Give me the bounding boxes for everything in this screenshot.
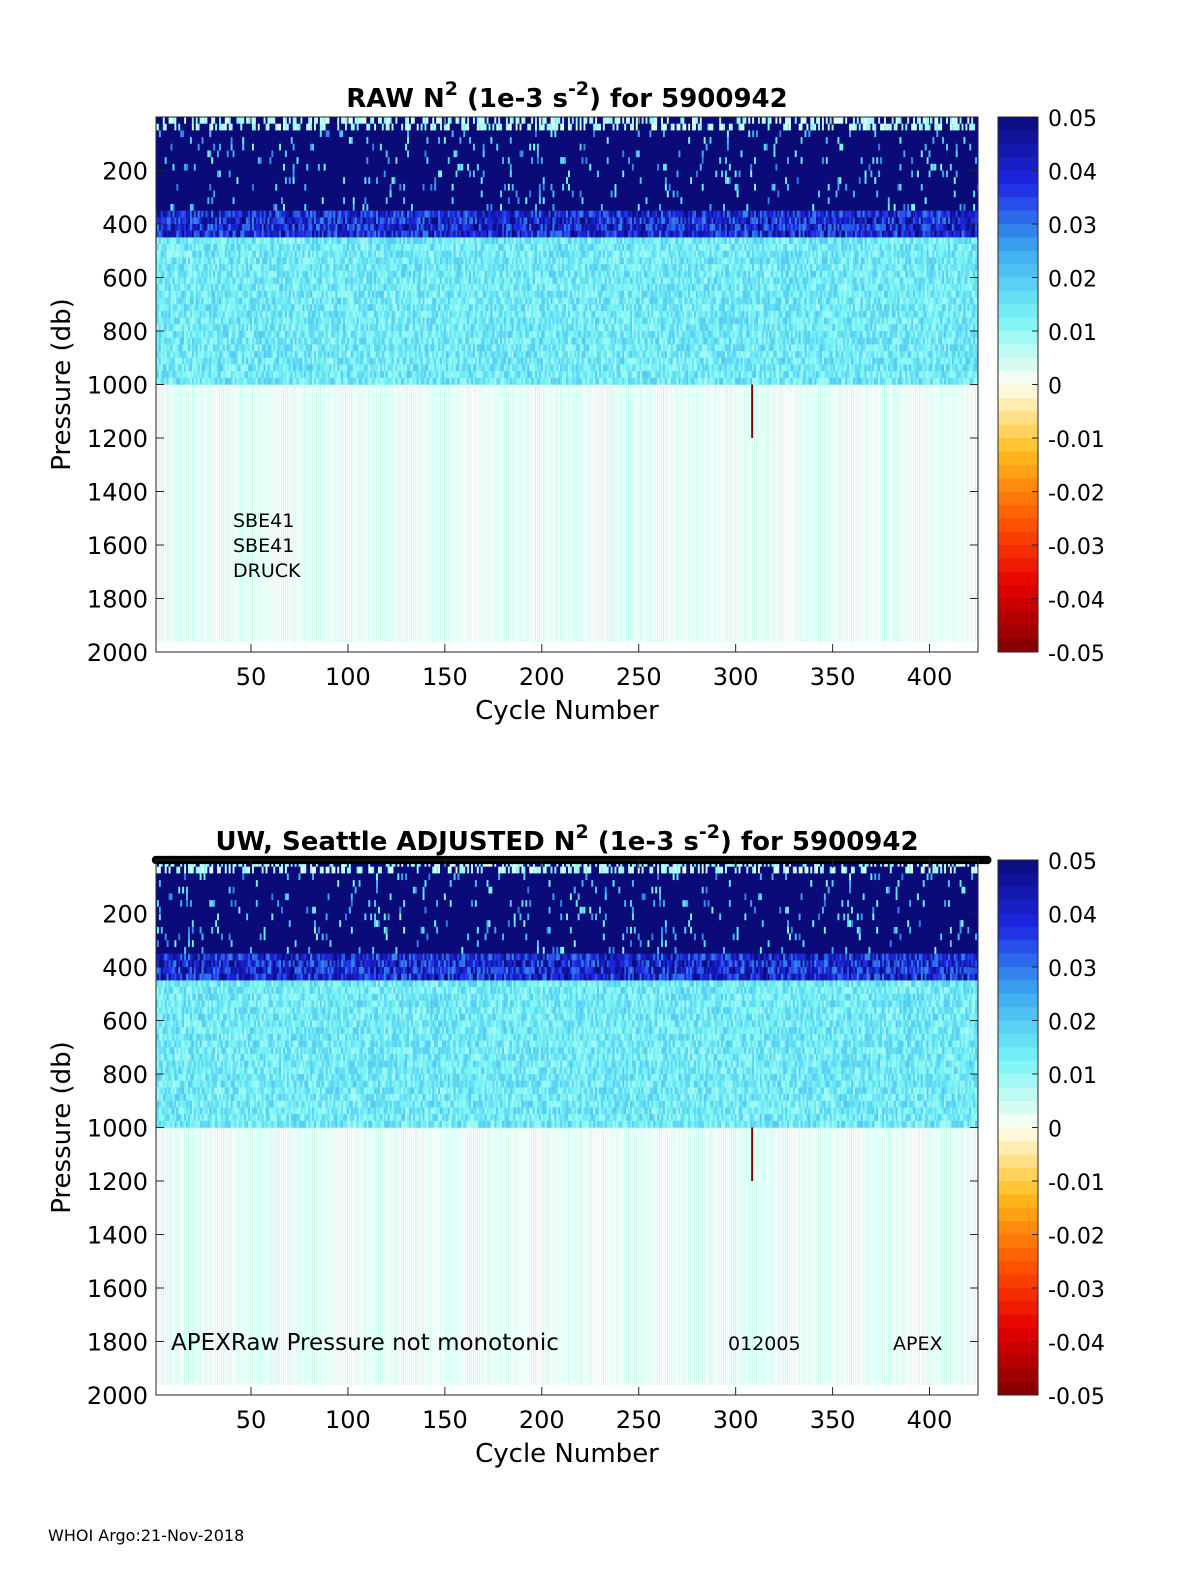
heatmap-cell bbox=[359, 385, 360, 642]
heatmap-cell bbox=[159, 385, 160, 642]
heatmap-cell bbox=[157, 385, 158, 642]
heatmap-cell bbox=[314, 385, 315, 642]
heatmap-cell bbox=[310, 385, 311, 642]
heatmap-cell bbox=[231, 385, 232, 642]
heatmap-cell bbox=[213, 385, 214, 642]
heatmap-cell bbox=[382, 385, 383, 642]
heatmap-cell bbox=[351, 385, 352, 642]
heatmap-cell bbox=[324, 385, 325, 642]
heatmap-cell bbox=[200, 385, 201, 642]
heatmap-cell bbox=[192, 385, 193, 642]
heatmap-cell bbox=[322, 385, 323, 642]
heatmap-cell bbox=[196, 385, 197, 642]
heatmap-cell bbox=[169, 385, 170, 642]
heatmap-cell bbox=[172, 385, 173, 642]
heatmap-cell bbox=[384, 385, 385, 642]
heatmap-cell bbox=[227, 385, 228, 642]
heatmap-cell bbox=[209, 385, 210, 642]
heatmap-cell bbox=[328, 385, 329, 642]
heatmap-cell bbox=[190, 385, 191, 642]
heatmap-cell bbox=[339, 385, 340, 642]
heatmap-cell bbox=[205, 385, 206, 642]
heatmap-cell bbox=[370, 385, 371, 642]
heatmap-cell bbox=[366, 385, 367, 642]
heatmap-cell bbox=[215, 385, 216, 642]
heatmap-cell bbox=[229, 385, 230, 642]
heatmap-cell bbox=[318, 385, 319, 642]
heatmap-cell bbox=[333, 385, 334, 642]
heatmap-cell bbox=[335, 385, 336, 642]
heatmap-cell bbox=[306, 385, 307, 642]
heatmap-cell bbox=[221, 385, 222, 642]
heatmap-cell bbox=[163, 385, 164, 642]
heatmap-cell bbox=[308, 385, 309, 642]
heatmap-cell bbox=[337, 385, 338, 642]
heatmap-cell bbox=[176, 385, 177, 642]
heatmap-cell bbox=[171, 385, 172, 642]
heatmap-cell bbox=[180, 385, 181, 642]
heatmap-cell bbox=[207, 385, 208, 642]
heatmap-cell bbox=[295, 385, 296, 642]
heatmap-cell bbox=[357, 385, 358, 642]
heatmap-cell bbox=[374, 385, 375, 642]
heatmap-cell bbox=[161, 385, 162, 642]
heatmap-cell bbox=[167, 385, 168, 642]
heatmap-cell bbox=[331, 385, 332, 642]
heatmap-cell bbox=[372, 385, 373, 642]
heatmap-cell bbox=[378, 385, 379, 642]
heatmap-cell bbox=[223, 385, 224, 642]
heatmap-cell bbox=[341, 385, 342, 642]
heatmap-cell bbox=[320, 385, 321, 642]
heatmap-cell bbox=[297, 385, 298, 642]
heatmap-cell bbox=[386, 385, 387, 642]
heatmap-cell bbox=[225, 385, 226, 642]
heatmap-cell bbox=[349, 385, 350, 642]
heatmap-cell bbox=[353, 385, 354, 642]
heatmap-cell bbox=[345, 385, 346, 642]
heatmap-cell bbox=[298, 385, 299, 642]
heatmap-cell bbox=[376, 385, 377, 642]
heatmap-cell bbox=[204, 385, 205, 642]
heatmap-cell bbox=[364, 385, 365, 642]
heatmap-cell bbox=[211, 385, 212, 642]
heatmap-cell bbox=[312, 385, 313, 642]
heatmap-cell bbox=[316, 385, 317, 642]
heatmap-cell bbox=[182, 385, 183, 642]
heatmap-cell bbox=[178, 385, 179, 642]
heatmap-cell bbox=[188, 385, 189, 642]
heatmap-cell bbox=[198, 385, 199, 642]
heatmap-cell bbox=[330, 385, 331, 642]
heatmap-cell bbox=[326, 385, 327, 642]
heatmap-cell bbox=[343, 385, 344, 642]
heatmap-cell bbox=[202, 385, 203, 642]
heatmap-cell bbox=[184, 385, 185, 642]
heatmap-cell bbox=[300, 385, 301, 642]
heatmap-cell bbox=[194, 385, 195, 642]
heatmap-cell bbox=[217, 385, 218, 642]
heatmap-cell bbox=[219, 385, 220, 642]
heatmap-cell bbox=[380, 385, 381, 642]
heatmap-cell bbox=[186, 385, 187, 642]
heatmap-cell bbox=[388, 385, 389, 642]
heatmap-cell bbox=[347, 385, 348, 642]
heatmap-cell bbox=[362, 385, 363, 642]
heatmap-cell bbox=[368, 385, 369, 642]
heatmap-cell bbox=[174, 385, 175, 642]
heatmap-cell bbox=[361, 385, 362, 642]
heatmap-cell bbox=[355, 385, 356, 642]
heatmap-cell bbox=[165, 385, 166, 642]
heatmap-cell bbox=[302, 385, 303, 642]
heatmap-cell bbox=[304, 385, 305, 642]
